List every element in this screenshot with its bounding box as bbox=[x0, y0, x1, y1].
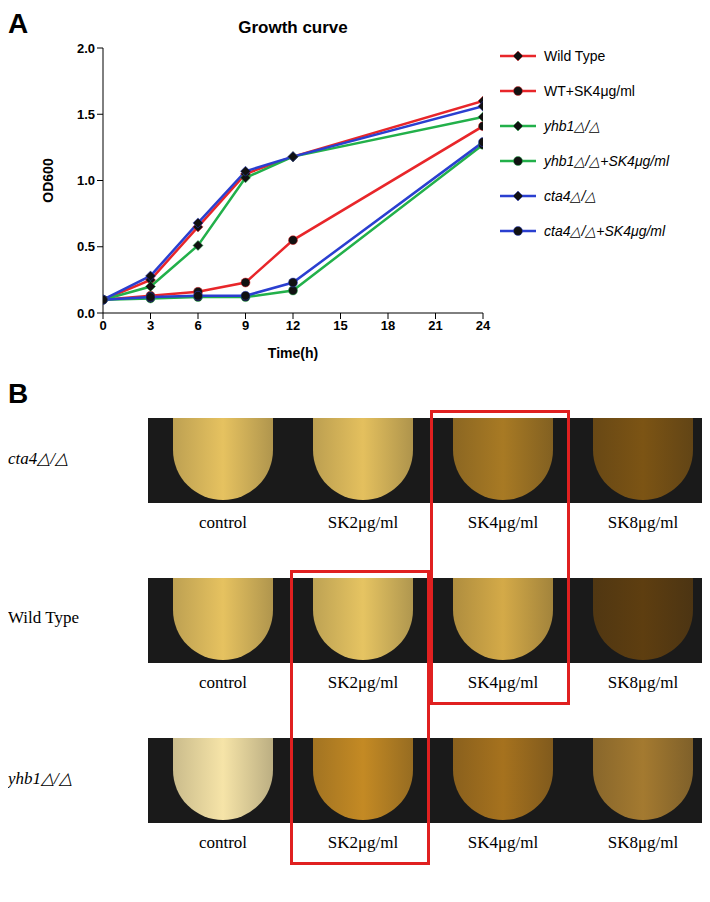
svg-text:Time(h): Time(h) bbox=[268, 345, 318, 361]
html-text:control: control bbox=[198, 673, 248, 692]
html-text:control: control bbox=[198, 513, 248, 532]
svg-text:12: 12 bbox=[286, 318, 300, 333]
html-text:WT+SK4μg/ml: WT+SK4μg/ml bbox=[544, 82, 635, 99]
svg-text:2.0: 2.0 bbox=[77, 41, 95, 56]
html-text:SK4μg/ml: SK4μg/ml bbox=[467, 673, 539, 692]
html-text:cta4△/△+SK4μg/ml: cta4△/△+SK4μg/ml bbox=[544, 222, 666, 239]
html-text:Growth curve: Growth curve bbox=[238, 18, 348, 37]
html-text:SK2μg/ml: SK2μg/ml bbox=[327, 673, 399, 692]
svg-text:0: 0 bbox=[99, 318, 106, 333]
html-text:Wild Type: Wild Type bbox=[8, 608, 79, 627]
html-text:yhb1△/△: yhb1△/△ bbox=[8, 769, 72, 788]
html-text:SK2μg/ml: SK2μg/ml bbox=[327, 513, 399, 532]
html-text:A: A bbox=[8, 8, 29, 39]
html-text:yhb1△/△: yhb1△/△ bbox=[544, 117, 601, 134]
html-text:B: B bbox=[8, 378, 29, 409]
html-text:SK8μg/ml: SK8μg/ml bbox=[607, 513, 679, 532]
svg-text:3: 3 bbox=[147, 318, 154, 333]
svg-text:0.5: 0.5 bbox=[77, 239, 95, 254]
html-text:control: control bbox=[198, 833, 248, 852]
svg-text:OD600: OD600 bbox=[40, 158, 56, 203]
svg-text:6: 6 bbox=[194, 318, 201, 333]
html-text:yhb1△/△+SK4μg/ml: yhb1△/△+SK4μg/ml bbox=[544, 152, 669, 169]
svg-text:24: 24 bbox=[476, 318, 491, 333]
html-text:SK2μg/ml: SK2μg/ml bbox=[327, 833, 399, 852]
html-text:SK8μg/ml: SK8μg/ml bbox=[607, 673, 679, 692]
html-text:cta4△/△: cta4△/△ bbox=[544, 187, 597, 204]
html-text:SK4μg/ml: SK4μg/ml bbox=[467, 513, 539, 532]
html-text:Wild Type: Wild Type bbox=[544, 47, 606, 64]
html-text:SK8μg/ml: SK8μg/ml bbox=[607, 833, 679, 852]
svg-text:1.5: 1.5 bbox=[77, 107, 95, 122]
svg-text:15: 15 bbox=[333, 318, 347, 333]
svg-text:21: 21 bbox=[428, 318, 442, 333]
svg-text:9: 9 bbox=[242, 318, 249, 333]
svg-text:18: 18 bbox=[381, 318, 395, 333]
html-text:SK4μg/ml: SK4μg/ml bbox=[467, 833, 539, 852]
html-text:cta4△/△: cta4△/△ bbox=[8, 449, 68, 468]
svg-text:0.0: 0.0 bbox=[77, 306, 95, 321]
svg-text:1.0: 1.0 bbox=[77, 173, 95, 188]
